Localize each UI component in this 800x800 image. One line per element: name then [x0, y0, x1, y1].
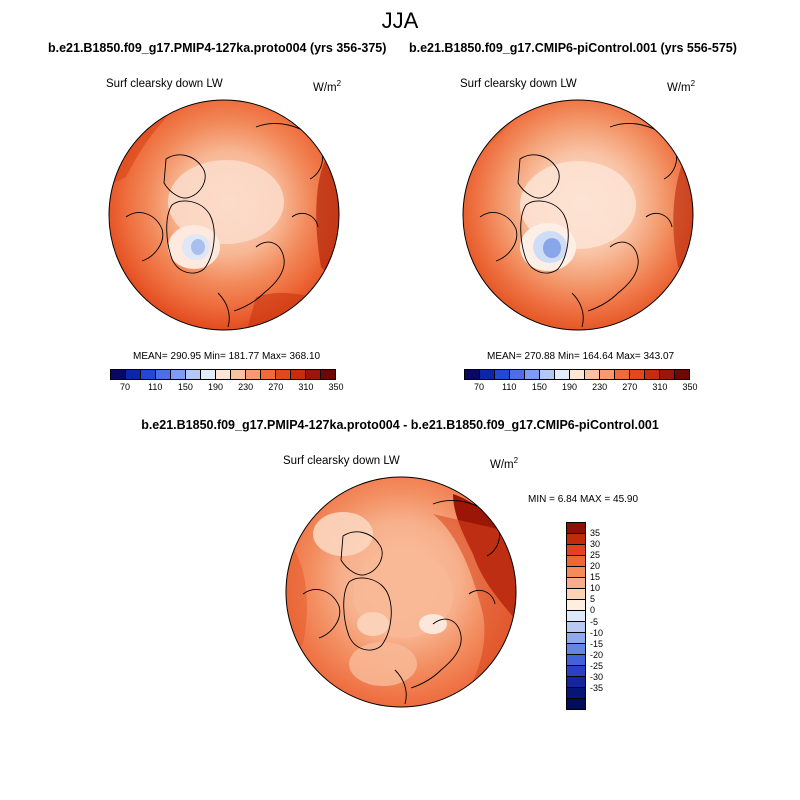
- diff-colorbar-tick-label: 15: [590, 572, 601, 583]
- ctrl-case-title: b.e21.B1850.f09_g17.CMIP6-piControl.001 …: [409, 41, 737, 55]
- test-colorbar-swatch: [216, 370, 231, 379]
- diff-colorbar-swatch: [567, 589, 585, 600]
- test-variable-label: Surf clearsky down LW: [106, 78, 223, 90]
- test-colorbar-swatch: [306, 370, 321, 379]
- diff-colorbar-tick-label: 0: [590, 605, 596, 616]
- diff-colorbar-tick-label: -10: [590, 627, 604, 638]
- test-case-title: b.e21.B1850.f09_g17.PMIP4-127ka.proto004…: [48, 41, 387, 55]
- diff-colorbar-swatch: [567, 644, 585, 655]
- ctrl-colorbar-tick-label: 350: [682, 382, 698, 392]
- ctrl-colorbar-swatch: [570, 370, 585, 379]
- diff-colorbar-tick-label: 35: [590, 528, 601, 539]
- ctrl-colorbar-swatch: [510, 370, 525, 379]
- test-colorbar-swatch: [201, 370, 216, 379]
- figure-title: JJA: [381, 8, 419, 33]
- ctrl-colorbar-swatch: [645, 370, 660, 379]
- ctrl-colorbar-swatch: [540, 370, 555, 379]
- diff-colorbar-swatch: [567, 611, 585, 622]
- diff-colorbar-swatch: [567, 578, 585, 589]
- test-colorbar-tick-label: 270: [268, 382, 284, 392]
- diff-colorbar-swatch: [567, 688, 585, 699]
- ctrl-colorbar-tick-label: 270: [622, 382, 638, 392]
- test-colorbar-swatch: [276, 370, 291, 379]
- diff-colorbar-swatch: [567, 567, 585, 578]
- test-colorbar-swatch: [246, 370, 261, 379]
- diff-colorbar-swatch: [567, 556, 585, 567]
- ctrl-colorbar-tick-label: 190: [561, 382, 577, 392]
- ctrl-polar-map: [462, 99, 694, 331]
- diff-colorbar-swatch: [567, 677, 585, 688]
- test-colorbar-swatch: [186, 370, 201, 379]
- diff-case-title: b.e21.B1850.f09_g17.PMIP4-127ka.proto004…: [141, 418, 659, 432]
- ctrl-colorbar-swatch: [660, 370, 675, 379]
- ctrl-colorbar-swatch: [525, 370, 540, 379]
- diff-colorbar: 35 30 25 20 15 10 5 0 -5 -10 -15 -20 -25 -30 -35: [566, 522, 620, 710]
- diff-colorbar-tick-label: -35: [590, 682, 604, 693]
- diff-colorbar-swatch: [567, 600, 585, 611]
- diff-colorbar-swatch: [567, 622, 585, 633]
- ctrl-colorbar-swatch: [555, 370, 570, 379]
- test-colorbar-swatch: [141, 370, 156, 379]
- ctrl-colorbar-swatch: [495, 370, 510, 379]
- diff-colorbar-tick-label: 25: [590, 550, 601, 561]
- test-colorbar-tick-label: 110: [148, 382, 163, 392]
- ctrl-colorbar-tick-label: 310: [652, 382, 668, 392]
- ctrl-colorbar-swatch: [585, 370, 600, 379]
- ctrl-variable-label: Surf clearsky down LW: [460, 78, 577, 90]
- test-colorbar-swatch: [291, 370, 306, 379]
- diff-colorbar-tick-label: -20: [590, 649, 604, 660]
- test-colorbar-tick-label: 350: [328, 382, 344, 392]
- diff-colorbar-swatch: [567, 666, 585, 677]
- ctrl-colorbar-swatch: [600, 370, 615, 379]
- test-colorbar-swatch: [321, 370, 335, 379]
- diff-colorbar-tick-label: -25: [590, 660, 604, 671]
- diff-variable-label: Surf clearsky down LW: [283, 455, 400, 467]
- test-colorbar-swatch: [171, 370, 186, 379]
- test-units: W/m2: [313, 79, 342, 94]
- ctrl-colorbar-tick-label: 70: [474, 382, 485, 392]
- test-colorbar-tick-label: 70: [120, 382, 131, 392]
- ctrl-colorbar-swatch: [465, 370, 480, 379]
- test-colorbar: 70 110 150 190 230 270 310 350: [110, 369, 344, 392]
- diff-colorbar-tick-label: 30: [590, 539, 601, 550]
- diff-colorbar-tick-label: -30: [590, 671, 604, 682]
- diff-colorbar-tick-label: 5: [590, 594, 596, 605]
- diff-colorbar-tick-label: -5: [590, 616, 599, 627]
- diff-colorbar-tick-label: 20: [590, 561, 601, 572]
- test-colorbar-swatch: [126, 370, 141, 379]
- test-colorbar-tick-label: 310: [298, 382, 314, 392]
- test-colorbar-swatch: [156, 370, 171, 379]
- ctrl-colorbar: 70 110 150 190 230 270 310 350: [464, 369, 698, 392]
- diff-colorbar-swatch: [567, 633, 585, 644]
- diff-polar-map: [285, 476, 517, 708]
- ctrl-colorbar-tick-label: 230: [592, 382, 608, 392]
- ctrl-colorbar-tick-label: 110: [502, 382, 517, 392]
- test-colorbar-tick-label: 150: [177, 382, 193, 392]
- test-colorbar-tick-label: 190: [207, 382, 223, 392]
- test-stats: MEAN= 290.95 Min= 181.77 Max= 368.10: [133, 351, 321, 362]
- test-colorbar-tick-label: 230: [238, 382, 254, 392]
- ctrl-colorbar-tick-label: 150: [531, 382, 547, 392]
- ctrl-units: W/m2: [667, 79, 696, 94]
- test-polar-map: [108, 99, 340, 331]
- diff-colorbar-swatch: [567, 655, 585, 666]
- diff-colorbar-swatch: [567, 545, 585, 556]
- diff-stats: MIN = 6.84 MAX = 45.90: [528, 494, 639, 505]
- ctrl-stats: MEAN= 270.88 Min= 164.64 Max= 343.07: [487, 351, 675, 362]
- test-colorbar-swatch: [261, 370, 276, 379]
- test-colorbar-swatch: [231, 370, 246, 379]
- ctrl-colorbar-swatch: [630, 370, 645, 379]
- ctrl-colorbar-swatch: [675, 370, 689, 379]
- diff-colorbar-swatch: [567, 523, 585, 534]
- diff-colorbar-swatch: [567, 699, 585, 709]
- diff-colorbar-swatch: [567, 534, 585, 545]
- ctrl-colorbar-swatch: [480, 370, 495, 379]
- ctrl-colorbar-swatch: [615, 370, 630, 379]
- test-colorbar-swatch: [111, 370, 126, 379]
- diff-units: W/m2: [490, 456, 519, 471]
- diff-colorbar-tick-label: 10: [590, 583, 601, 594]
- diff-colorbar-tick-label: -15: [590, 638, 604, 649]
